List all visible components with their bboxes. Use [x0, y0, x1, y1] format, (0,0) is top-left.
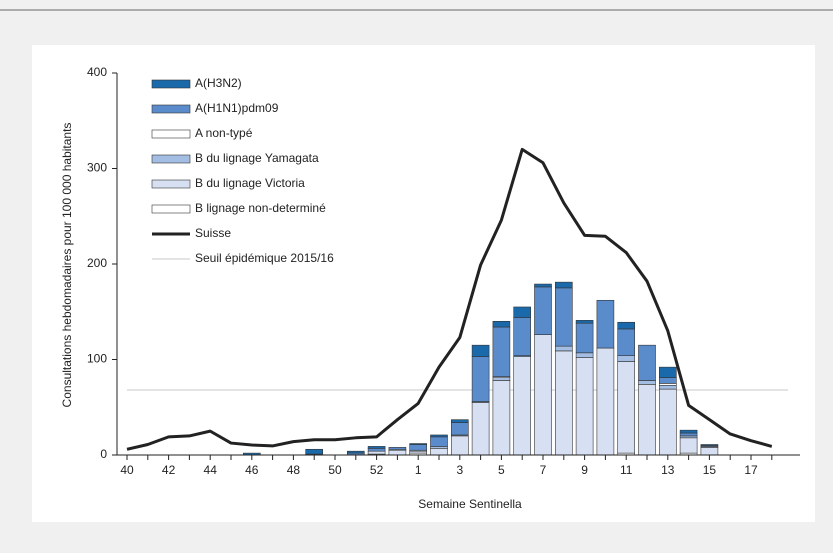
bar-segment: [534, 334, 552, 456]
bar-segment: [388, 449, 407, 456]
bar-segment: [679, 432, 698, 437]
bar-segment: [492, 377, 511, 381]
bar-segment: [617, 328, 636, 356]
bar-segment: [430, 448, 448, 456]
bar-segment: [596, 347, 615, 456]
legend-label: B du lignage Victoria: [195, 176, 305, 190]
bar-segment: [700, 447, 719, 456]
bar-segment: [367, 448, 386, 452]
y-tick-label: 300: [87, 161, 107, 175]
x-axis-label: Semaine Sentinella: [418, 497, 522, 511]
bar-segment: [492, 380, 511, 456]
bar-segment: [367, 450, 386, 455]
bar-segment: [513, 356, 532, 456]
legend-swatch: [151, 204, 191, 214]
x-tick-label: 13: [661, 463, 675, 477]
x-tick-label: 5: [498, 463, 505, 477]
bar-segment: [554, 281, 573, 289]
bar-segment: [658, 388, 677, 456]
legend-swatch: [151, 154, 191, 164]
x-tick-label: 48: [287, 463, 301, 477]
bar-segment: [638, 384, 656, 456]
bar-segment: [534, 286, 552, 335]
bar-segment: [388, 447, 407, 450]
y-tick-label: 0: [100, 447, 107, 461]
legend-swatch: [151, 79, 191, 89]
bar-segment: [471, 402, 490, 456]
bar-segment: [305, 448, 324, 455]
x-tick-label: 52: [370, 463, 384, 477]
bar-segment: [575, 357, 594, 456]
bar-segment: [471, 356, 490, 402]
bar-segment: [450, 419, 469, 423]
x-tick-label: 17: [744, 463, 758, 477]
x-tick-label: 3: [456, 463, 463, 477]
y-axis-label: Consultations hebdomadaires pour 100 000…: [60, 123, 74, 408]
line-series: [126, 147, 773, 451]
bar-segment: [450, 435, 469, 456]
x-tick-label: 46: [245, 463, 259, 477]
bar-segment: [658, 384, 677, 390]
x-tick-label: 44: [204, 463, 218, 477]
bar-segment: [700, 444, 719, 446]
bar-segment: [492, 320, 511, 328]
legend-label: A(H1N1)pdm09: [195, 101, 279, 115]
bar-segment: [638, 344, 656, 381]
bar-segment: [367, 446, 386, 449]
y-tick-label: 400: [87, 65, 107, 79]
bar-segment: [679, 437, 698, 454]
x-tick-label: 15: [703, 463, 717, 477]
legend-label: B du lignage Yamagata: [195, 151, 319, 165]
bar-segment: [679, 429, 698, 434]
y-tick-label: 100: [87, 352, 107, 366]
y-tick-label: 200: [87, 256, 107, 270]
x-tick-label: 42: [162, 463, 176, 477]
legend-label: A(H3N2): [195, 76, 242, 90]
bar-segment: [513, 306, 532, 318]
legend-swatch: [151, 129, 191, 139]
bar-segment: [534, 283, 552, 288]
bar-segment: [575, 320, 594, 324]
bar-segment: [617, 321, 636, 330]
x-tick-label: 1: [415, 463, 422, 477]
bar-segment: [430, 434, 448, 438]
bar-segment: [638, 380, 656, 385]
bar-segment: [658, 366, 677, 378]
bar-segment: [409, 443, 428, 445]
bar-segment: [554, 350, 573, 456]
x-tick-label: 11: [620, 463, 633, 477]
x-tick-label: 40: [120, 463, 134, 477]
x-tick-label: 7: [540, 463, 547, 477]
bar-segment: [575, 322, 594, 354]
bar-segment: [492, 326, 511, 377]
legend-swatch: [151, 104, 191, 114]
bar-segment: [513, 317, 532, 356]
bar-segment: [471, 344, 490, 357]
bar-segment: [346, 450, 365, 454]
bar-segment: [409, 444, 428, 451]
bar-segment: [450, 422, 469, 436]
bar-segment: [575, 352, 594, 358]
bar-segment: [554, 345, 573, 352]
bar-segment: [554, 287, 573, 347]
legend-label: A non-typé: [195, 126, 253, 140]
x-tick-label: 9: [581, 463, 588, 477]
legend-label: Seuil épidémique 2015/16: [195, 251, 334, 265]
legend-label: B lignage non-determiné: [195, 201, 326, 215]
bar-segment: [430, 436, 448, 447]
bar-segment: [658, 377, 677, 384]
x-tick-label: 50: [328, 463, 342, 477]
legend-swatch: [151, 179, 191, 189]
bar-segment: [617, 361, 636, 454]
bar-segment: [596, 299, 615, 349]
bar-segment: [617, 355, 636, 362]
legend-label: Suisse: [195, 226, 231, 240]
